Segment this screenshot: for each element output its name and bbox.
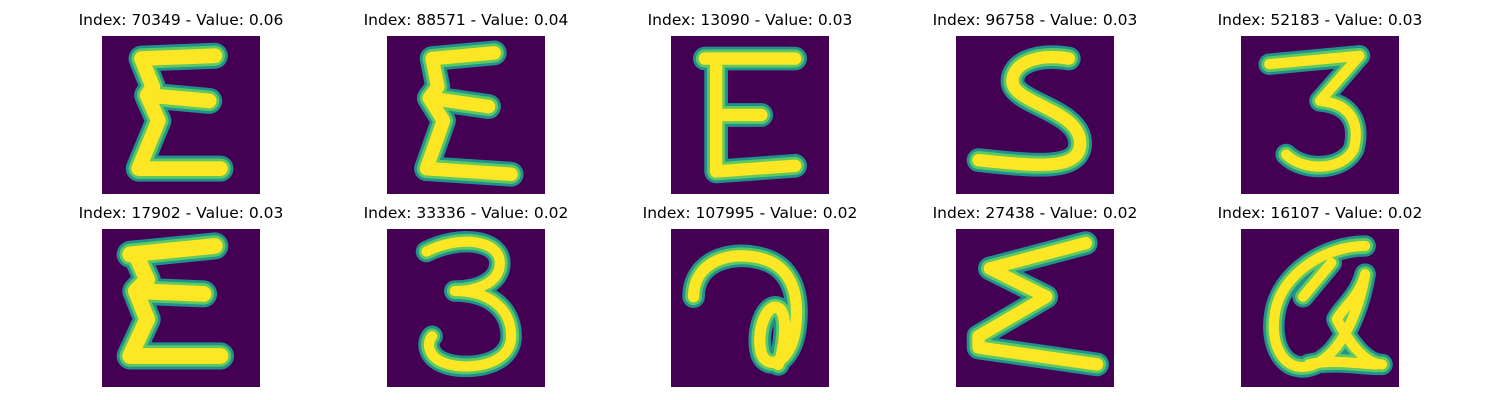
digit-image <box>671 229 829 387</box>
digit-image <box>671 36 829 194</box>
digit-image <box>956 229 1114 387</box>
panel-title: Index: 107995 - Value: 0.02 <box>642 204 858 222</box>
glyph-sigma <box>956 229 1114 387</box>
panel-title: Index: 16107 - Value: 0.02 <box>1217 204 1423 222</box>
digit-image <box>387 229 545 387</box>
digit-image <box>387 36 545 194</box>
panel-title: Index: 13090 - Value: 0.03 <box>647 11 853 29</box>
glyph-e-script <box>102 36 260 194</box>
panel-title: Index: 33336 - Value: 0.02 <box>363 204 569 222</box>
digit-image <box>102 229 260 387</box>
glyph-s <box>956 36 1114 194</box>
panel-title: Index: 27438 - Value: 0.02 <box>932 204 1138 222</box>
glyph-a-loop <box>671 229 829 387</box>
panel-title: Index: 17902 - Value: 0.03 <box>78 204 284 222</box>
panel-title: Index: 96758 - Value: 0.03 <box>932 11 1138 29</box>
panel-title: Index: 88571 - Value: 0.04 <box>363 11 569 29</box>
digit-image <box>1241 229 1399 387</box>
glyph-a-at <box>1241 229 1399 387</box>
digit-image <box>956 36 1114 194</box>
glyph-three <box>387 229 545 387</box>
glyph-three <box>1241 36 1399 194</box>
panel-title: Index: 52183 - Value: 0.03 <box>1217 11 1423 29</box>
digit-image <box>1241 36 1399 194</box>
glyph-e-script <box>387 36 545 194</box>
digit-image <box>102 36 260 194</box>
panel-title: Index: 70349 - Value: 0.06 <box>78 11 284 29</box>
glyph-e-script <box>102 229 260 387</box>
glyph-e <box>671 36 829 194</box>
